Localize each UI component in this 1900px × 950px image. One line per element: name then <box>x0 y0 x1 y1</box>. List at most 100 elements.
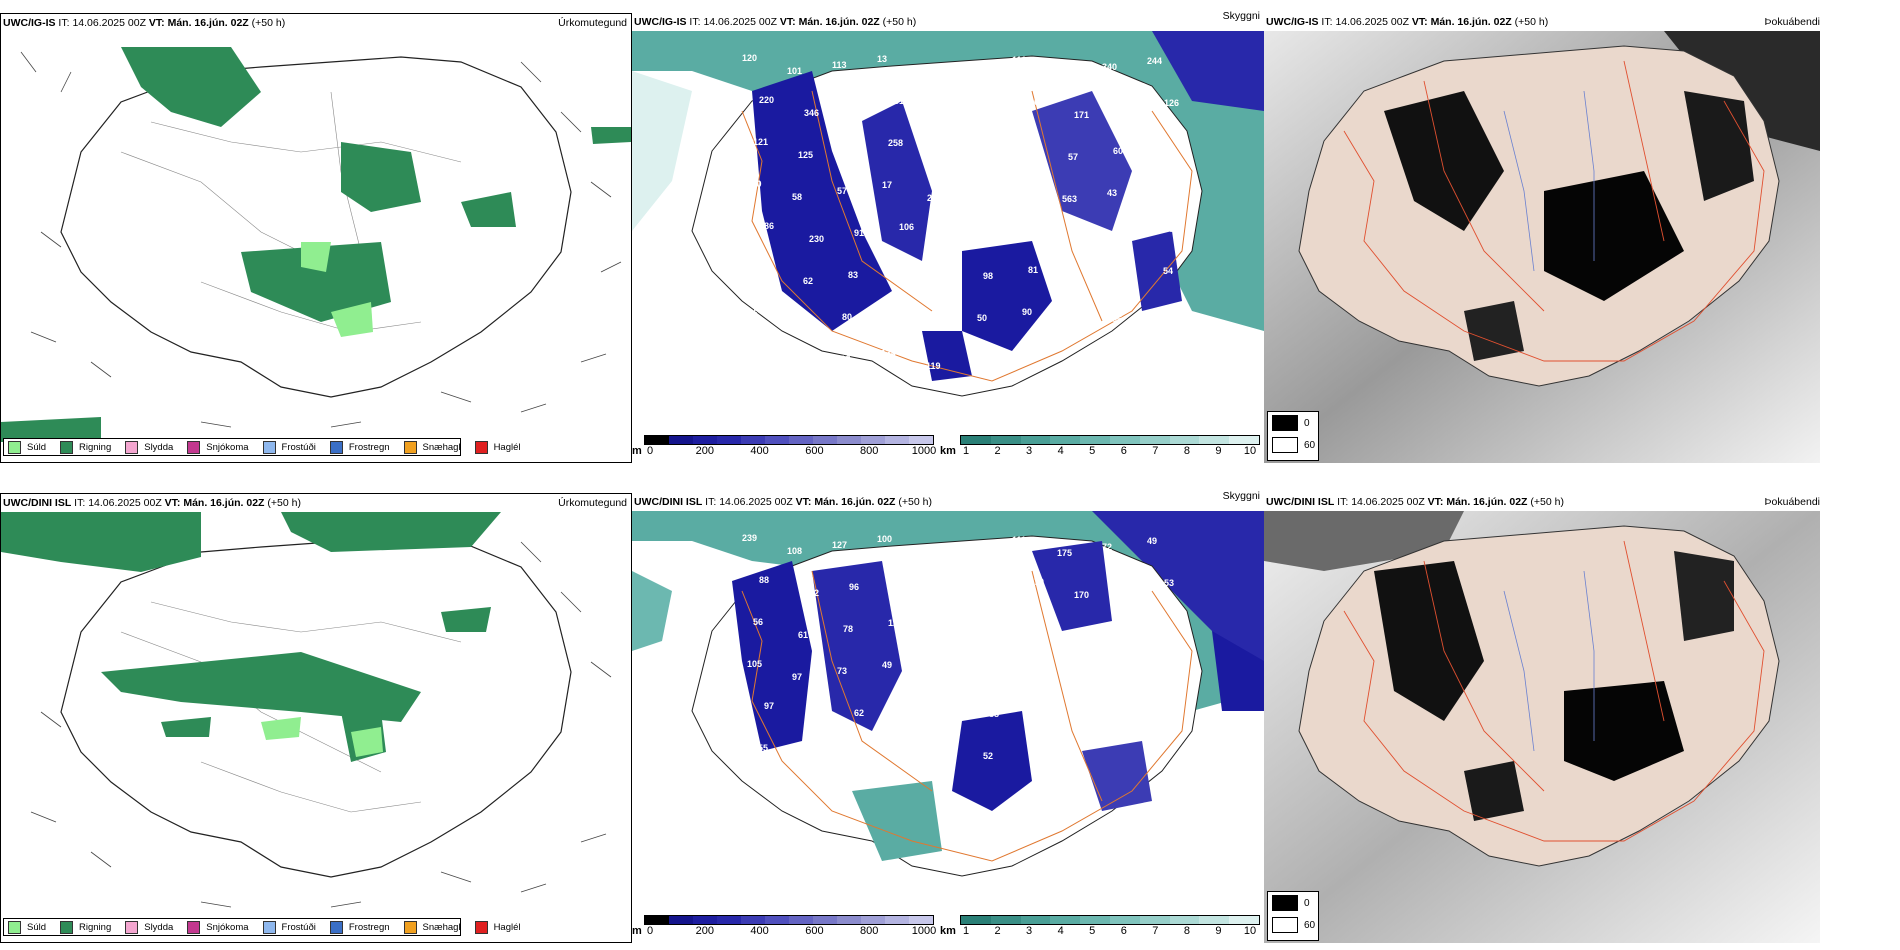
cloud-base-label: 98 <box>983 271 993 281</box>
cloud-base-label: 54 <box>1163 266 1173 276</box>
cloud-base-label: 230 <box>809 234 824 244</box>
cloud-base-label: 95 <box>1124 230 1134 240</box>
legend-swatch-frostudi <box>262 920 276 934</box>
cloud-base-label: 104 <box>938 757 953 767</box>
cloud-base-label: 56 <box>1067 320 1077 330</box>
cloud-base-label: 113 <box>832 60 847 70</box>
cloud-base-label: 171 <box>1074 110 1089 120</box>
legend-item: Frostúði <box>262 920 316 934</box>
cloud-base-label: 120 <box>1113 626 1128 636</box>
legend-item: Haglél <box>474 440 521 454</box>
ptype-map-2[interactable] <box>1 512 631 942</box>
ptype-legend-1: Súld Rigning Slydda Snjókoma Frostúði Fr… <box>3 438 521 456</box>
fog-map-2[interactable] <box>1264 511 1820 943</box>
fog-panel-1: UWC/IG-IS IT: 14.06.2025 00Z VT: Mán. 16… <box>1264 13 1900 463</box>
cloud-base-label: 51 <box>894 96 904 106</box>
cloud-base-label: 108 <box>787 546 802 556</box>
fog-map-1[interactable] <box>1264 31 1820 463</box>
cloud-base-label: 175 <box>1057 548 1072 558</box>
ptype-map-1[interactable] <box>1 32 631 462</box>
legend-item: Snjókoma <box>187 440 249 454</box>
cloud-base-label: 258 <box>888 138 903 148</box>
legend-item: Rigning <box>60 920 111 934</box>
cloud-base-label: 97 <box>764 701 774 711</box>
fog-legend-1: 0 60 <box>1267 411 1319 461</box>
visibility-bar <box>960 915 1260 925</box>
colorbar-tick: 1 <box>962 925 970 937</box>
cloud-base-label: 126 <box>1164 98 1179 108</box>
cloud-base-label: 105 <box>747 659 762 669</box>
cloud-base-label: 170 <box>1029 577 1044 587</box>
cloud-base-label: 206 <box>927 193 942 203</box>
cloudbase-bar <box>644 435 934 445</box>
cloud-base-label: 57 <box>837 186 847 196</box>
cloud-base-label: 55 <box>758 743 768 753</box>
cloud-base-label: 77 <box>978 625 988 635</box>
cloud-base-label: 82 <box>1079 236 1089 246</box>
fog-swatch-0 <box>1272 415 1298 431</box>
cloud-base-label: 267 <box>1029 97 1044 107</box>
cloud-base-label: 239 <box>742 533 757 543</box>
ptype-header-1: UWC/IG-IS IT: 14.06.2025 00Z VT: Mán. 16… <box>3 17 627 29</box>
colorbar-tick: 9 <box>1215 445 1222 457</box>
cloud-base-label: 143 <box>1152 662 1167 672</box>
legend-swatch-frostregn <box>329 440 343 454</box>
cloud-base-label: 119 <box>926 361 941 371</box>
cloud-base-label: 93 <box>893 264 903 274</box>
colorbar-tick: 7 <box>1152 925 1159 937</box>
legend-item: Snæhagl <box>403 440 461 454</box>
fog-legend-2: 0 60 <box>1267 891 1319 941</box>
cloud-base-label: 67 <box>849 102 859 112</box>
colorbar-tick: 2 <box>994 445 1001 457</box>
cloud-base-label: 80 <box>842 312 852 322</box>
legend-item: Frostúði <box>262 440 316 454</box>
cloud-base-label: 80 <box>809 714 819 724</box>
cloud-map-1[interactable]: 120 101 113 13 119 109 110 93 340 244 220 346 67 51 47… <box>632 31 1264 433</box>
colorbar-tick: 4 <box>1057 445 1064 457</box>
cloud-base-label: 16 <box>797 318 807 328</box>
legend-item: Frostregn <box>329 920 390 934</box>
cloud-base-label: 61 <box>798 630 808 640</box>
cloud-base-label: 121 <box>753 137 768 147</box>
legend-item: Haglél <box>474 920 521 934</box>
cloud-base-label: 13 <box>877 54 887 64</box>
cloud-base-label: 109 <box>1034 703 1049 713</box>
cloud-base-label: 56 <box>753 617 763 627</box>
cloud-base-label: 66 <box>1112 314 1122 324</box>
visibility-colorbar-1: km 1 2 3 4 5 6 7 8 9 10 <box>940 435 1260 463</box>
cloud-base-label: 90 <box>1107 668 1117 678</box>
colorbar-tick: 1000 <box>911 445 937 457</box>
cloud-base-label: 120 <box>742 53 757 63</box>
cloud-base-label: 81 <box>927 673 937 683</box>
fog-swatch-60 <box>1272 917 1298 933</box>
cloud-base-label: 72 <box>1102 542 1112 552</box>
cloud-base-label: 102 <box>804 588 819 598</box>
cloud-base-label: 86 <box>989 229 999 239</box>
cloud-base-label: 50 <box>977 313 987 323</box>
colorbar-tick: 6 <box>1120 925 1127 937</box>
cloud-base-label: 109 <box>967 61 982 71</box>
cloud-base-label: 81 <box>1028 265 1038 275</box>
cloud-map-2[interactable]: 239 108 127 100 90 120 111 175 72 49 88 102 96 87 113 1… <box>632 511 1264 913</box>
cloudbase-colorbar-2: m 0 200 400 600 800 1000 <box>632 915 936 943</box>
cloud-base-label: 47 <box>939 109 949 119</box>
cloud-base-label: 340 <box>1102 62 1117 72</box>
colorbar-tick: 400 <box>750 925 769 937</box>
visibility-bar <box>960 435 1260 445</box>
cloud-base-label: 52 <box>758 263 768 273</box>
cloud-header-2: UWC/DINI ISL IT: 14.06.2025 00Z VT: Mán.… <box>634 490 1260 508</box>
cloud-base-label: 19 <box>893 744 903 754</box>
legend-swatch-snaehagl <box>403 440 417 454</box>
legend-item: Súld <box>8 440 46 454</box>
legend-item: Snæhagl <box>403 920 461 934</box>
legend-item: Slydda <box>125 440 173 454</box>
cloud-base-label: 110 <box>747 179 762 189</box>
colorbar-tick: 7 <box>1152 445 1159 457</box>
cloud-base-label: 87 <box>1023 619 1033 629</box>
cloud-base-label: 346 <box>804 108 819 118</box>
cloud-base-label: 138 <box>984 583 999 593</box>
legend-swatch-sudl <box>8 440 21 454</box>
cloud-base-label: 88 <box>1073 278 1083 288</box>
colorbar-tick: 600 <box>805 445 824 457</box>
legend-swatch-snjokoma <box>187 440 201 454</box>
